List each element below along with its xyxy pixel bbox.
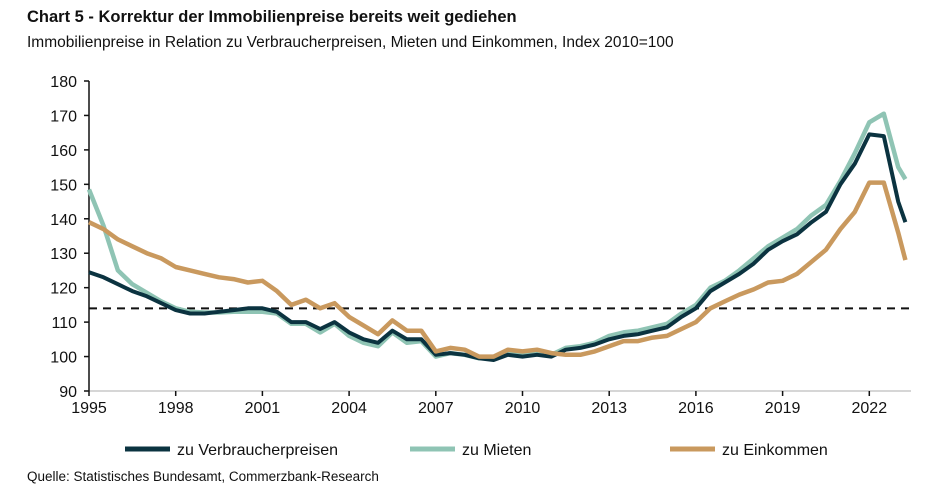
series-line-2 — [88, 180, 908, 359]
chart-subtitle: Immobilienpreise in Relation zu Verbrauc… — [27, 34, 674, 51]
legend-label: zu Einkommen — [722, 442, 828, 459]
x-tick-label: 1995 — [71, 400, 107, 417]
legend-label: zu Verbraucherpreisen — [177, 442, 338, 459]
y-tick-label: 130 — [50, 246, 77, 263]
y-tick-label: 170 — [50, 108, 77, 125]
legend-label: zu Mieten — [462, 442, 531, 459]
y-tick-label: 120 — [50, 281, 77, 298]
x-tick-label: 2010 — [505, 400, 541, 417]
y-tick-label: 100 — [50, 350, 77, 367]
y-tick-label: 140 — [50, 212, 77, 229]
y-tick-label: 150 — [50, 177, 77, 194]
y-tick-label: 110 — [51, 315, 77, 332]
series-line-1 — [86, 111, 908, 361]
x-tick-label: 2004 — [331, 400, 367, 417]
x-tick-label: 2022 — [852, 400, 888, 417]
y-tick-label: 160 — [50, 143, 77, 160]
x-tick-label: 2013 — [591, 400, 627, 417]
y-tick-label: 180 — [50, 74, 77, 91]
y-tick-label: 90 — [59, 384, 77, 401]
chart-title: Chart 5 - Korrektur der Immobilienpreise… — [27, 8, 517, 26]
x-tick-label: 2007 — [418, 400, 454, 417]
x-tick-label: 2001 — [245, 400, 281, 417]
series-line-0 — [88, 132, 908, 362]
x-tick-label: 2019 — [765, 400, 801, 417]
source-note: Quelle: Statistisches Bundesamt, Commerz… — [27, 469, 379, 484]
x-tick-label: 2016 — [678, 400, 714, 417]
x-tick-label: 1998 — [158, 400, 194, 417]
